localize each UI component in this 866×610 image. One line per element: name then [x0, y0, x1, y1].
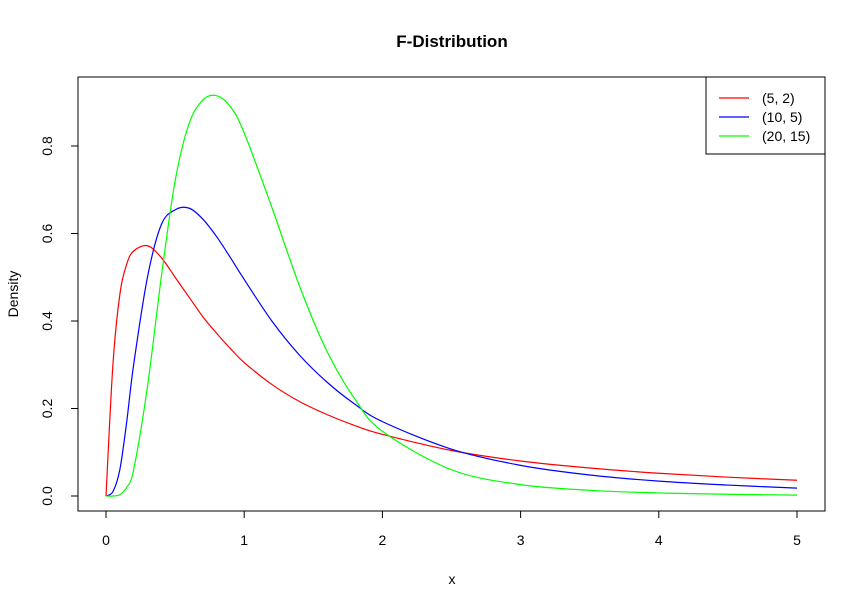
x-tick-label: 0 — [102, 532, 110, 548]
x-tick-label: 4 — [655, 532, 663, 548]
y-tick-label: 0.2 — [39, 399, 55, 419]
y-tick-label: 0.0 — [39, 486, 55, 506]
legend-box — [705, 76, 826, 155]
series-line-3 — [105, 94, 798, 497]
series-line-2 — [105, 206, 798, 497]
x-axis: 0 1 2 3 4 5 — [102, 510, 801, 548]
y-tick-label: 0.8 — [39, 136, 55, 156]
legend-label: (5, 2) — [762, 90, 795, 106]
chart-title: F-Distribution — [396, 32, 507, 51]
legend-label: (10, 5) — [762, 109, 802, 125]
legend-label: (20, 15) — [762, 128, 810, 144]
x-tick-label: 5 — [793, 532, 801, 548]
y-tick-label: 0.4 — [39, 311, 55, 331]
x-tick-label: 2 — [379, 532, 387, 548]
series-line-1 — [105, 244, 798, 497]
y-axis-label: Density — [5, 271, 21, 318]
x-tick-label: 3 — [517, 532, 525, 548]
y-tick-label: 0.6 — [39, 224, 55, 244]
x-tick-label: 1 — [240, 532, 248, 548]
x-axis-label: x — [449, 571, 456, 587]
series-group — [105, 94, 798, 497]
y-axis: 0.0 0.2 0.4 0.6 0.8 — [39, 136, 79, 506]
legend: (5, 2) (10, 5) (20, 15) — [705, 76, 826, 155]
